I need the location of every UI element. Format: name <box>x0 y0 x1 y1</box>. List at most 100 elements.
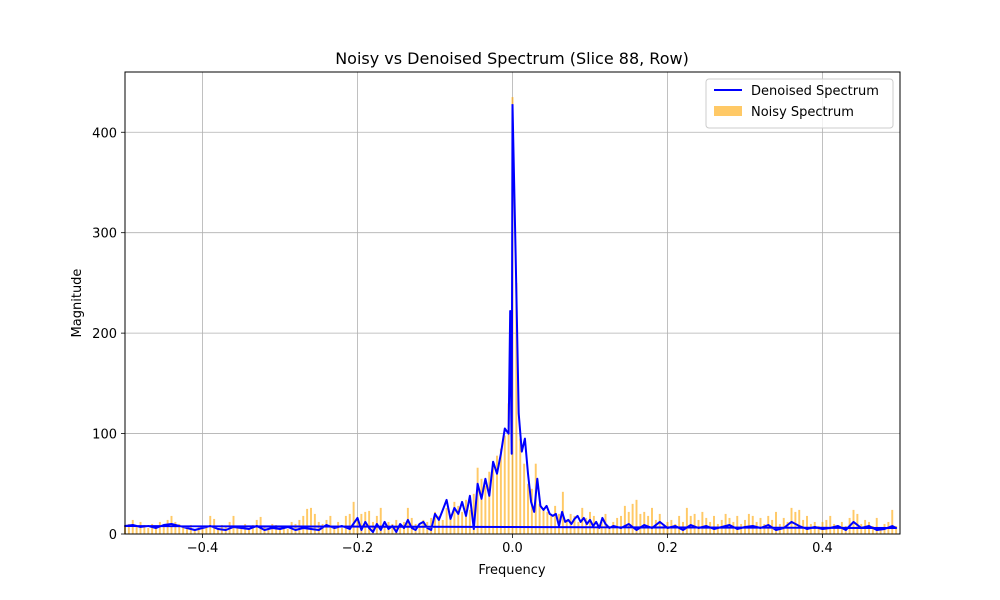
x-tick-label: 0.4 <box>812 541 833 556</box>
noisy-bar <box>310 507 312 534</box>
noisy-bar <box>596 523 599 534</box>
y-tick-label: 400 <box>92 126 117 141</box>
noisy-bar <box>461 511 464 534</box>
noisy-bar <box>806 515 808 534</box>
noisy-bar <box>693 513 696 534</box>
noisy-bar <box>871 525 874 534</box>
noisy-bar <box>833 523 836 534</box>
noisy-bar <box>895 525 898 534</box>
y-tick-label: 100 <box>92 428 117 443</box>
noisy-bar <box>685 507 688 534</box>
noisy-bar <box>507 403 510 534</box>
noisy-bar <box>608 525 611 534</box>
noisy-bar <box>251 524 254 534</box>
legend-swatch-noisy <box>714 106 742 116</box>
noisy-bar <box>701 511 704 534</box>
x-tick-label: −0.4 <box>187 541 219 556</box>
noisy-bar <box>267 527 270 534</box>
legend-box <box>705 78 894 129</box>
noisy-bar <box>182 525 185 534</box>
noisy-bar <box>135 525 138 534</box>
denoised-spectrum-line-group <box>124 104 898 533</box>
noisy-bar <box>360 513 363 534</box>
noisy-bar <box>530 488 533 534</box>
noisy-bar <box>286 528 289 534</box>
noisy-bar <box>399 525 402 534</box>
noisy-bar <box>282 525 285 534</box>
noisy-bar <box>527 483 529 534</box>
noisy-bar <box>631 503 634 534</box>
y-tick-label: 0 <box>109 528 117 543</box>
noisy-bar <box>751 515 754 534</box>
noisy-bar <box>550 515 553 534</box>
noisy-bar <box>875 517 878 534</box>
noisy-bar <box>209 515 212 534</box>
noisy-bar <box>465 499 467 534</box>
noisy-bar <box>589 511 591 534</box>
noisy-bar <box>468 509 471 534</box>
noisy-bar <box>445 507 448 534</box>
noisy-bar <box>197 526 200 534</box>
noisy-bar <box>391 523 394 534</box>
noisy-bar <box>759 517 762 534</box>
noisy-bar <box>515 282 518 534</box>
x-tick-label: −0.2 <box>342 541 374 556</box>
legend-label-denoised: Denoised Spectrum <box>751 84 879 99</box>
noisy-bar <box>174 521 177 534</box>
noisy-bar <box>538 503 541 534</box>
noisy-bar <box>418 525 421 534</box>
noisy-bar <box>193 529 196 534</box>
legend-label-noisy: Noisy Spectrum <box>751 105 854 120</box>
noisy-bar <box>333 525 336 534</box>
noisy-bar <box>620 515 622 534</box>
noisy-bar <box>837 527 839 534</box>
noisy-bar <box>627 511 630 534</box>
noisy-bar <box>201 528 204 534</box>
noisy-bar <box>372 521 374 534</box>
noisy-bar <box>321 523 324 534</box>
noisy-bar <box>499 448 502 534</box>
noisy-bar <box>151 523 154 534</box>
y-tick-label: 200 <box>92 327 117 342</box>
noisy-bar <box>573 515 576 534</box>
noisy-bar <box>143 524 146 534</box>
noisy-bar <box>158 521 161 534</box>
x-axis-label: Frequency <box>478 563 545 578</box>
noisy-bar <box>449 513 452 534</box>
noisy-bar <box>178 523 181 534</box>
noisy-bar <box>147 527 150 534</box>
x-tick-label: 0.2 <box>657 541 678 556</box>
noisy-bar <box>437 515 440 534</box>
noisy-bar <box>240 527 243 534</box>
noisy-bar <box>503 435 506 534</box>
noisy-bar <box>484 485 487 534</box>
noisy-bar <box>747 513 750 534</box>
noisy-bar <box>651 507 653 534</box>
noisy-bar <box>775 511 777 534</box>
noisy-bar <box>352 501 355 534</box>
noisy-bar <box>639 513 642 534</box>
noisy-bar <box>348 513 351 534</box>
legend: Denoised Spectrum Noisy Spectrum <box>705 78 894 129</box>
noisy-bar <box>662 523 665 534</box>
y-axis-label: Magnitude <box>70 269 85 338</box>
noisy-bar <box>542 507 545 534</box>
noisy-bar <box>457 505 460 534</box>
y-tick-label: 300 <box>92 227 117 242</box>
noisy-bar <box>643 511 646 534</box>
noisy-bar <box>329 515 332 534</box>
noisy-bar <box>279 526 281 534</box>
noisy-bar <box>302 515 305 534</box>
denoised-line <box>124 104 898 533</box>
noisy-bar <box>724 513 727 534</box>
noisy-bar <box>554 505 557 534</box>
noisy-bar <box>519 438 522 534</box>
noisy-bar <box>736 515 739 534</box>
noisy-bar <box>782 517 785 534</box>
x-tick-label: 0.0 <box>502 541 523 556</box>
y-axis-ticks: 0 100 200 300 400 <box>92 126 125 543</box>
noisy-bar <box>313 513 316 534</box>
noisy-bar <box>623 505 626 534</box>
noisy-bar <box>879 527 882 534</box>
noisy-bar <box>232 515 235 534</box>
